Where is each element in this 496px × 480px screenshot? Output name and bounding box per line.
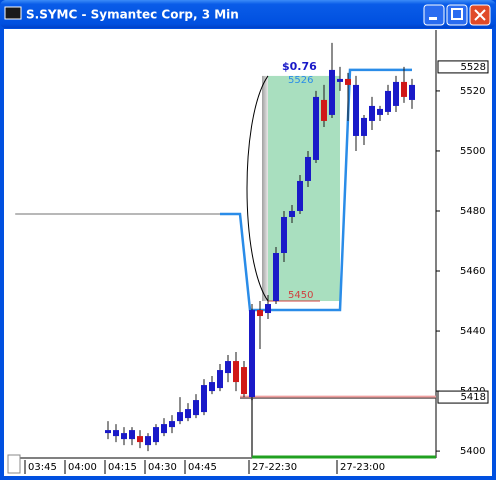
- target-box: [268, 75, 340, 302]
- y-tick-label: 5440: [460, 326, 485, 337]
- target-top-label: 5526: [288, 75, 313, 86]
- candle-body: [201, 385, 207, 413]
- target-shadow: [262, 75, 268, 302]
- x-tick-label: 27-22:30: [252, 462, 297, 473]
- gain-label: $0.76: [282, 60, 317, 73]
- minimize-button[interactable]: [423, 4, 445, 26]
- candle-body: [169, 421, 175, 428]
- candle-body: [329, 69, 335, 115]
- candle-body: [305, 156, 311, 181]
- x-tick-label: 04:45: [188, 462, 217, 473]
- candle-body: [129, 430, 135, 440]
- candle-body: [297, 180, 303, 211]
- app-icon: [4, 6, 22, 20]
- candle-body: [345, 78, 351, 85]
- candle-body: [401, 81, 407, 97]
- candle-body: [321, 99, 327, 121]
- window-title: S.SYMC - Symantec Corp, 3 Min: [26, 8, 239, 22]
- y-tick-label: 5480: [460, 206, 485, 217]
- candle-body: [337, 78, 343, 82]
- price-marker-label: 5418: [461, 392, 486, 403]
- candle-body: [377, 108, 383, 115]
- price-marker-box: [437, 390, 489, 404]
- candle-body: [393, 81, 399, 106]
- candle-body: [313, 96, 319, 160]
- candle-body: [145, 436, 151, 446]
- price-marker-box: [437, 60, 489, 74]
- candle-body: [105, 430, 111, 434]
- candle-body: [209, 382, 215, 392]
- candle-body: [385, 90, 391, 112]
- candle-body: [177, 412, 183, 422]
- measure-arc: [246, 75, 269, 302]
- x-tick-label: 04:00: [68, 462, 97, 473]
- maximize-button[interactable]: [446, 4, 468, 26]
- x-tick-label: 04:15: [108, 462, 137, 473]
- price-marker-label: 5528: [461, 62, 486, 73]
- y-tick-label: 5460: [460, 266, 485, 277]
- candle-body: [273, 253, 279, 302]
- y-tick-label: 5500: [460, 146, 485, 157]
- candle-body: [353, 84, 359, 136]
- x-tick-label: 27-23:00: [340, 462, 385, 473]
- candle-body: [113, 430, 119, 437]
- candle-body: [257, 310, 263, 317]
- candle-body: [289, 210, 295, 217]
- scroll-box[interactable]: [7, 454, 21, 474]
- close-button[interactable]: [469, 4, 491, 26]
- candle-body: [241, 367, 247, 395]
- x-tick-label: 03:45: [28, 462, 57, 473]
- candle-body: [361, 117, 367, 136]
- candle-body: [217, 370, 223, 389]
- y-tick-label: 5520: [460, 86, 485, 97]
- candle-body: [265, 304, 271, 314]
- candle-body: [153, 427, 159, 443]
- candle-body: [137, 436, 143, 443]
- candle-body: [185, 409, 191, 419]
- target-bottom-label: 5450: [288, 290, 313, 301]
- candle-body: [193, 400, 199, 416]
- candle-body: [281, 216, 287, 254]
- x-tick-label: 04:30: [148, 462, 177, 473]
- channel-line: [220, 68, 412, 312]
- y-tick-label: 5400: [460, 446, 485, 457]
- chart-background: [4, 29, 492, 476]
- candle-body: [161, 424, 167, 434]
- candle-body: [409, 84, 415, 100]
- title-bar: [0, 0, 496, 28]
- candle-body: [369, 105, 375, 121]
- plot: $0.7655265450540054205440546054805500552…: [15, 42, 489, 474]
- candle-body: [249, 310, 255, 398]
- candle-body: [225, 361, 231, 374]
- candle-body: [233, 361, 239, 383]
- candle-body: [121, 433, 127, 440]
